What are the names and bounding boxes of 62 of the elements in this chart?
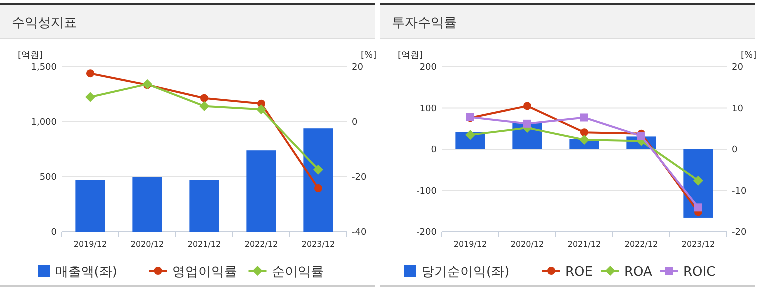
legend-label: ROIC	[684, 265, 716, 280]
y-tick-label: 0	[51, 228, 58, 238]
y2-tick-label: 0	[352, 118, 358, 128]
point	[524, 102, 532, 110]
legend-label: 순이익률	[272, 265, 324, 280]
point	[200, 94, 208, 102]
x-tick-label: 2021/12	[568, 240, 602, 249]
point	[86, 92, 96, 102]
y-tick-label: -100	[416, 186, 438, 197]
point	[524, 120, 532, 128]
point	[580, 114, 588, 122]
point	[314, 184, 322, 193]
point	[694, 204, 702, 212]
bar	[304, 128, 334, 232]
y2-tick-label: 0	[732, 146, 738, 156]
x-tick-label: 2019/12	[454, 240, 488, 249]
y2-tick-label: -20	[352, 173, 367, 183]
chart-title: 투자수익률	[392, 16, 457, 31]
x-tick-label: 2022/12	[624, 240, 658, 249]
y-tick-label: 200	[420, 63, 438, 73]
x-tick-label: 2020/12	[130, 240, 164, 249]
point	[466, 130, 476, 140]
legend-label: 영업이익률	[172, 265, 238, 280]
y2-tick-label: -20	[732, 228, 747, 238]
y-axis-title: [억원]	[18, 51, 44, 61]
y2-axis-title: [%]	[741, 51, 757, 61]
legend-label: 당기순이익(좌)	[422, 265, 510, 280]
y-tick-label: 100	[420, 104, 438, 114]
y-tick-label: 500	[40, 173, 58, 183]
y-tick-label: 1,000	[31, 118, 58, 128]
x-tick-label: 2020/12	[510, 240, 544, 249]
bar	[190, 180, 220, 232]
x-tick-label: 2019/12	[74, 240, 108, 249]
y2-tick-label: -10	[732, 186, 747, 197]
y-axis-title: [억원]	[398, 51, 424, 61]
point	[638, 132, 646, 140]
x-tick-label: 2021/12	[188, 240, 222, 249]
y2-tick-label: -40	[352, 228, 367, 238]
point	[256, 104, 266, 115]
y2-tick-label: 10	[732, 104, 744, 114]
y-tick-label: -200	[416, 228, 438, 238]
bar	[246, 150, 276, 232]
bar	[76, 180, 106, 232]
point	[580, 135, 590, 146]
point	[314, 164, 324, 175]
x-tick-label: 2023/12	[682, 240, 716, 249]
y2-tick-label: 20	[352, 63, 364, 73]
legend-label: 매출액(좌)	[55, 265, 118, 280]
y2-axis-title: [%]	[361, 51, 377, 61]
point	[694, 176, 704, 186]
bar	[132, 177, 162, 232]
y-tick-label: 1,500	[31, 63, 58, 73]
point	[86, 70, 94, 78]
chart-title: 수익성지표	[12, 16, 77, 31]
x-tick-label: 2022/12	[244, 240, 278, 249]
y2-tick-label: 20	[732, 63, 744, 73]
point	[580, 128, 588, 137]
legend-label: ROE	[566, 265, 593, 280]
point	[200, 101, 210, 112]
x-tick-label: 2023/12	[302, 240, 336, 249]
legend-label: ROA	[624, 265, 653, 280]
y-tick-label: 0	[431, 146, 438, 156]
